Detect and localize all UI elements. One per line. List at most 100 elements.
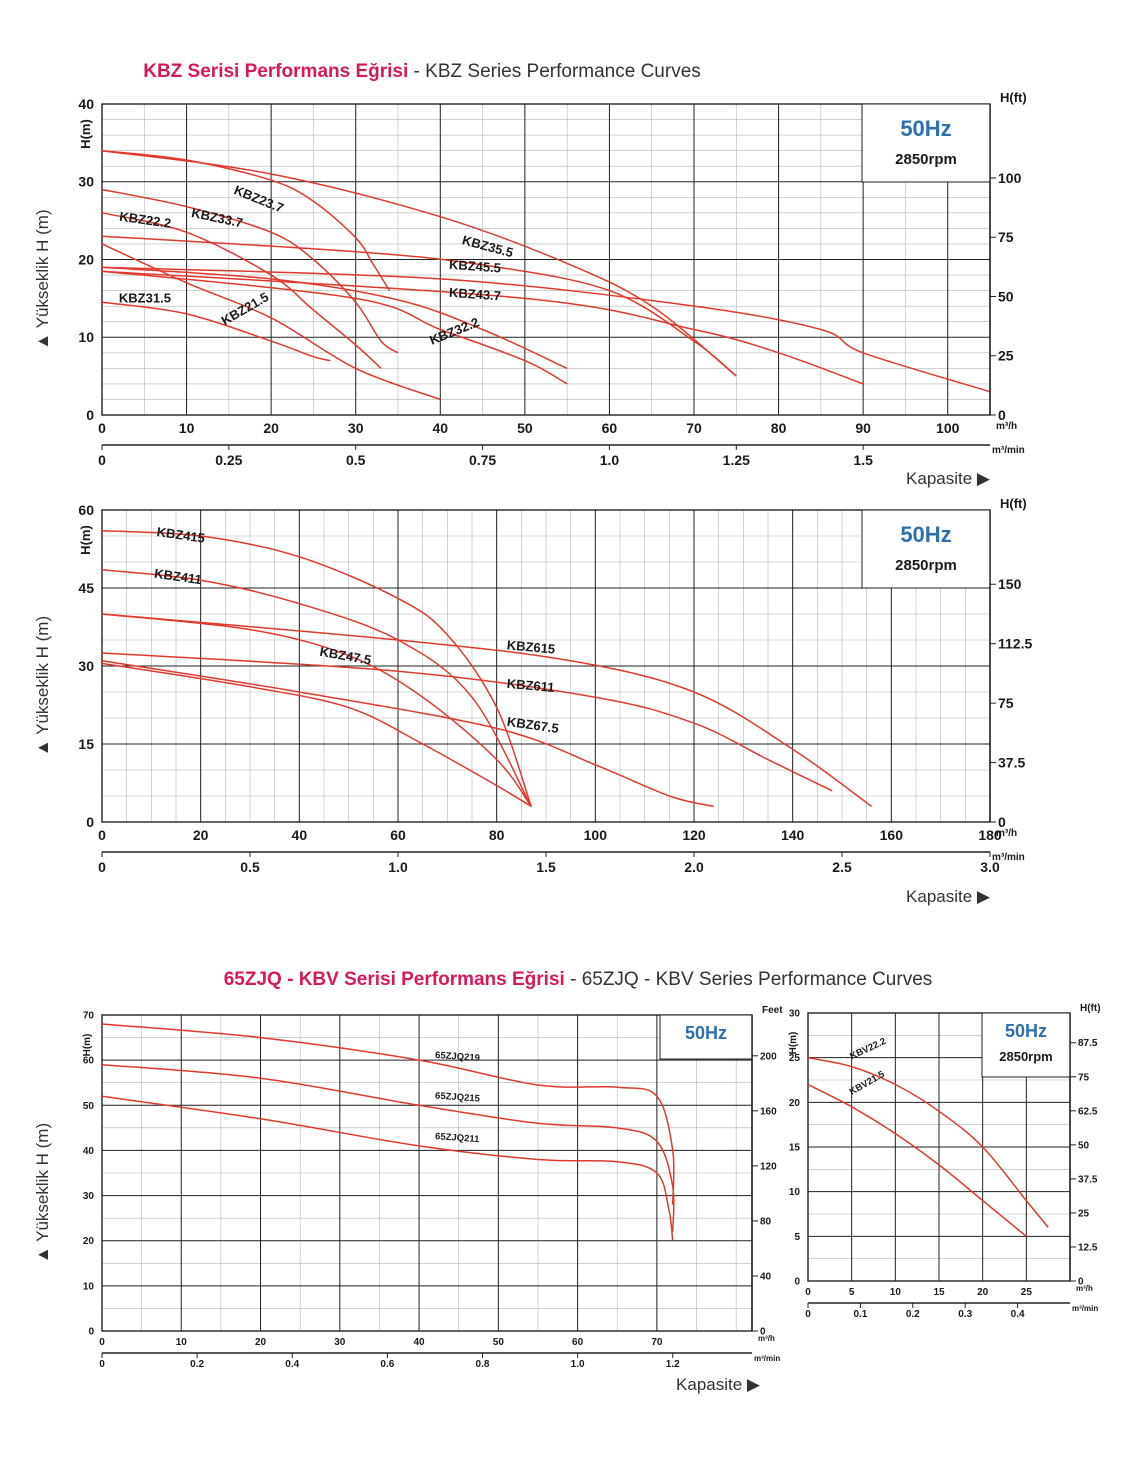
x-unit-label: m³/h: [1076, 1284, 1093, 1293]
curve-65zjq215: [101, 1063, 675, 1232]
y2-tick-label: 37.5: [998, 754, 1025, 770]
chart-zjq: 50Hz 65ZJQ219 65ZJQ215 65ZJQ211 0 10 20 30 40 50 6…: [33, 1005, 783, 1394]
curve-kbz21-5: [101, 243, 441, 401]
y-tick-label: 40: [83, 1146, 95, 1157]
x-tick-label: 10: [890, 1287, 902, 1298]
curve-kbz611: [101, 652, 833, 792]
y2-tick-label: 200: [760, 1051, 777, 1062]
hz-box: [861, 509, 991, 589]
x2-unit-label: m³/min: [754, 1354, 780, 1363]
y2-unit-label: H(ft): [1080, 1003, 1101, 1014]
y-tick-label: 20: [789, 1098, 801, 1109]
y2-tick-label: 80: [760, 1216, 772, 1227]
curve-65zjq211: [101, 1095, 674, 1241]
curve-kbz47-5: [101, 613, 532, 807]
capacity-label: Kapasite ▶: [906, 887, 991, 906]
x-tick-label: 10: [179, 420, 195, 436]
section2-title-accent: 65ZJQ - KBV Serisi Performans Eğrisi: [224, 969, 565, 990]
series-label: KBZ43.7: [449, 285, 502, 304]
x-tick-label: 0: [99, 1337, 105, 1348]
x2-tick-label: 3.0: [980, 859, 1000, 875]
x2-tick-label: 0.2: [906, 1309, 920, 1320]
y-tick-label: 60: [83, 1056, 95, 1067]
curve-kbz615: [101, 613, 873, 808]
x-tick-label: 5: [849, 1287, 855, 1298]
y2-tick-label: 40: [760, 1271, 772, 1282]
y2-tick-label: 37.5: [1078, 1174, 1098, 1185]
x-tick-label: 90: [855, 420, 871, 436]
curve-kbz31-5: [101, 301, 331, 362]
y-tick-label: 50: [83, 1101, 95, 1112]
x2-tick-label: 0.3: [958, 1309, 972, 1320]
y-tick-label: 30: [78, 174, 94, 190]
x-tick-label: 40: [292, 827, 308, 843]
x-tick-label: 40: [414, 1337, 426, 1348]
capacity-label: Kapasite ▶: [906, 469, 991, 488]
curve-kbz32-2: [101, 270, 568, 385]
y-tick-label: 0: [88, 1327, 94, 1338]
y-tick-label: 0: [86, 407, 94, 423]
series-label: KBZ22.2: [118, 209, 172, 231]
x-tick-label: 60: [572, 1337, 584, 1348]
y-unit-label: H(m): [78, 119, 93, 149]
series-label: KBZ611: [506, 676, 555, 695]
hz-box: [861, 103, 991, 183]
series-label: 65ZJQ215: [435, 1091, 481, 1105]
x-tick-label: 120: [682, 827, 706, 843]
y-unit-label: H(m): [78, 525, 93, 555]
series-label: KBZ615: [506, 637, 556, 656]
x2-tick-label: 0.5: [240, 859, 260, 875]
section1-title-accent: KBZ Serisi Performans Eğrisi: [143, 61, 408, 82]
curve-kbz415: [101, 530, 532, 807]
curves: [101, 1023, 675, 1241]
minor-grid: [101, 1015, 752, 1332]
x2-tick-label: 0: [805, 1309, 811, 1320]
x2-tick-label: 1.5: [853, 452, 873, 468]
curve-kbv21-5: [807, 1083, 1027, 1237]
x2-tick-label: 1.0: [600, 452, 620, 468]
y-tick-label: 20: [83, 1236, 95, 1247]
x2-tick-label: 0.2: [190, 1359, 204, 1370]
x2-tick-label: 1.25: [723, 452, 750, 468]
x2-tick-label: 0.4: [285, 1359, 299, 1370]
series-label: KBZ47.5: [319, 644, 373, 668]
section1-title-rest: - KBZ Series Performance Curves: [408, 61, 700, 82]
y2-tick-label: 150: [998, 576, 1022, 592]
y-tick-label: 25: [789, 1053, 801, 1064]
x-tick-label: 50: [493, 1337, 505, 1348]
y2-tick-label: 112.5: [998, 636, 1032, 652]
hz-label: 50Hz: [685, 1023, 727, 1043]
y-tick-label: 60: [78, 502, 94, 518]
x2-tick-label: 0.6: [380, 1359, 394, 1370]
curve-kbz67-5: [101, 660, 714, 808]
series-label: KBZ415: [156, 524, 206, 546]
x-unit-label: m³/h: [758, 1334, 775, 1343]
rpm-label: 2850rpm: [999, 1049, 1052, 1064]
x-tick-label: 30: [348, 420, 364, 436]
x-tick-label: 25: [1021, 1287, 1033, 1298]
y-tick-label: 0: [86, 814, 94, 830]
y-tick-label: 0: [794, 1277, 800, 1288]
y2-tick-label: 50: [998, 288, 1014, 304]
y2-unit-label: Feet: [762, 1005, 783, 1016]
series-label: KBZ411: [153, 566, 202, 587]
y2-tick-label: 160: [760, 1106, 777, 1117]
y2-tick-label: 0: [998, 814, 1006, 830]
x2-tick-label: 0: [99, 1359, 105, 1370]
x2-tick-label: 1.0: [571, 1359, 585, 1370]
x-tick-label: 70: [651, 1337, 663, 1348]
y2-tick-label: 75: [1078, 1072, 1090, 1083]
x-tick-label: 180: [978, 827, 1002, 843]
x2-tick-label: 0.4: [1011, 1309, 1025, 1320]
y2-tick-label: 0: [760, 1327, 766, 1338]
x-tick-label: 160: [880, 827, 904, 843]
y-tick-label: 10: [789, 1187, 801, 1198]
series-label: KBV22.2: [848, 1036, 888, 1062]
curve-kbz35-5-ext-: [101, 266, 991, 393]
curve-kbz33-7: [101, 188, 399, 354]
curves: [101, 530, 873, 808]
curve-kbz35-5: [101, 149, 737, 377]
y-tick-label: 30: [78, 658, 94, 674]
rpm-label: 2850rpm: [895, 151, 957, 168]
